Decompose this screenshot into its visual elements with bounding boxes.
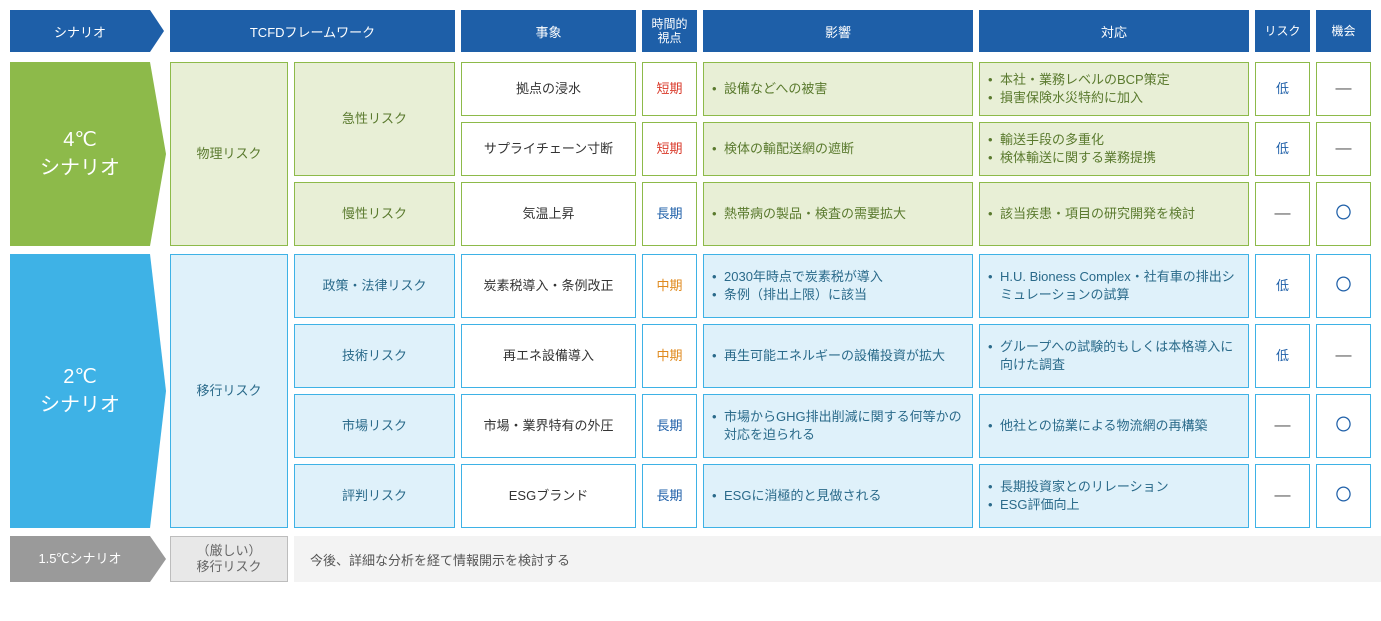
hdr-time: 時間的 視点 (642, 10, 697, 52)
scenario-4c: 4℃ シナリオ 物理リスク 急性リスク 慢性リスク 拠点の浸水 サプライチェーン… (10, 62, 1381, 246)
event-press: 市場・業界特有の外圧 (461, 394, 636, 458)
impact-carbon-a: 2030年時点で炭素税が導入 (712, 268, 964, 286)
response-esg: 長期投資家とのリレーションESG評価向上 (979, 464, 1249, 528)
risk-esg: — (1255, 464, 1310, 528)
hdr-tcfd: TCFDフレームワーク (170, 10, 455, 52)
tcfd-chronic: 慢性リスク (294, 182, 455, 246)
hdr-event: 事象 (461, 10, 636, 52)
scenario-2c-label: 2℃ シナリオ (10, 254, 150, 528)
time-flood: 短期 (642, 62, 697, 116)
scenario-2c-text: シナリオ (40, 391, 120, 419)
scenario-1-5c-label: 1.5℃シナリオ (10, 536, 150, 582)
impact-esg-item: ESGに消極的と見做される (712, 487, 964, 505)
scenario-2c-temp: 2℃ (63, 363, 97, 391)
response-supply: 輸送手段の多重化検体輸送に関する業務提携 (979, 122, 1249, 176)
opp-flood: — (1316, 62, 1371, 116)
tcfd-tech: 技術リスク (294, 324, 455, 388)
tcfd-transition: 移行リスク (170, 254, 288, 528)
opp-warming: 〇 (1316, 182, 1371, 246)
tcfd-transition-strict: （厳しい） 移行リスク (170, 536, 288, 582)
impact-carbon-b: 条例（排出上限）に該当 (712, 286, 964, 304)
impact-renew-item: 再生可能エネルギーの設備投資が拡大 (712, 347, 964, 365)
risk-flood: 低 (1255, 62, 1310, 116)
event-carbon: 炭素税導入・条例改正 (461, 254, 636, 318)
impact-press: 市場からGHG排出削減に関する何等かの対応を迫られる (703, 394, 973, 458)
scenario-2c: 2℃ シナリオ 移行リスク 政策・法律リスク 技術リスク 市場リスク 評判リスク… (10, 254, 1381, 528)
risk-press: — (1255, 394, 1310, 458)
impact-carbon: 2030年時点で炭素税が導入条例（排出上限）に該当 (703, 254, 973, 318)
time-carbon: 中期 (642, 254, 697, 318)
time-press: 長期 (642, 394, 697, 458)
response-warming: 該当疾患・項目の研究開発を検討 (979, 182, 1249, 246)
impact-esg: ESGに消極的と見做される (703, 464, 973, 528)
tcfd-transition-strict-b: 移行リスク (196, 559, 261, 575)
response-flood: 本社・業務レベルのBCP策定損害保険水災特約に加入 (979, 62, 1249, 116)
event-renew: 再エネ設備導入 (461, 324, 636, 388)
scenario-1-5c: 1.5℃シナリオ （厳しい） 移行リスク 今後、詳細な分析を経て情報開示を検討す… (10, 536, 1381, 582)
impact-flood: 設備などへの被害 (703, 62, 973, 116)
hdr-response: 対応 (979, 10, 1249, 52)
time-renew: 中期 (642, 324, 697, 388)
tcfd-scenario-table: シナリオ TCFDフレームワーク 事象 時間的 視点 影響 対応 リスク 機会 … (10, 10, 1381, 582)
hdr-risk: リスク (1255, 10, 1310, 52)
risk-supply: 低 (1255, 122, 1310, 176)
scenario-4c-temp: 4℃ (63, 126, 97, 154)
response-renew: グループへの試験的もしくは本格導入に向けた調査 (979, 324, 1249, 388)
hdr-impact: 影響 (703, 10, 973, 52)
opp-carbon: 〇 (1316, 254, 1371, 318)
event-flood: 拠点の浸水 (461, 62, 636, 116)
impact-warming: 熱帯病の製品・検査の需要拡大 (703, 182, 973, 246)
event-esg: ESGブランド (461, 464, 636, 528)
opp-press: 〇 (1316, 394, 1371, 458)
risk-renew: 低 (1255, 324, 1310, 388)
response-supply-b: 検体輸送に関する業務提携 (988, 149, 1240, 167)
event-supply: サプライチェーン寸断 (461, 122, 636, 176)
header-row: シナリオ TCFDフレームワーク 事象 時間的 視点 影響 対応 リスク 機会 (10, 10, 1381, 52)
time-esg: 長期 (642, 464, 697, 528)
tcfd-transition-strict-a: （厳しい） (196, 543, 261, 559)
impact-renew: 再生可能エネルギーの設備投資が拡大 (703, 324, 973, 388)
time-supply: 短期 (642, 122, 697, 176)
impact-supply-item: 検体の輸配送網の遮断 (712, 140, 964, 158)
response-warming-item: 該当疾患・項目の研究開発を検討 (988, 205, 1240, 223)
response-renew-item: グループへの試験的もしくは本格導入に向けた調査 (988, 338, 1240, 374)
impact-warming-item: 熱帯病の製品・検査の需要拡大 (712, 205, 964, 223)
response-flood-a: 本社・業務レベルのBCP策定 (988, 71, 1240, 89)
opp-supply: — (1316, 122, 1371, 176)
impact-flood-item: 設備などへの被害 (712, 80, 964, 98)
opp-esg: 〇 (1316, 464, 1371, 528)
impact-supply: 検体の輸配送網の遮断 (703, 122, 973, 176)
response-press: 他社との協業による物流網の再構築 (979, 394, 1249, 458)
tcfd-acute: 急性リスク (294, 62, 455, 176)
hdr-opportunity: 機会 (1316, 10, 1371, 52)
time-warming: 長期 (642, 182, 697, 246)
response-carbon-item: H.U. Bioness Complex・社有車の排出シミュレーションの試算 (988, 268, 1240, 304)
hdr-scenario: シナリオ (10, 10, 150, 52)
impact-press-item: 市場からGHG排出削減に関する何等かの対応を迫られる (712, 408, 964, 444)
response-carbon: H.U. Bioness Complex・社有車の排出シミュレーションの試算 (979, 254, 1249, 318)
tcfd-policy: 政策・法律リスク (294, 254, 455, 318)
tcfd-reputation: 評判リスク (294, 464, 455, 528)
tcfd-physical: 物理リスク (170, 62, 288, 246)
response-esg-a: 長期投資家とのリレーション (988, 478, 1240, 496)
opp-renew: — (1316, 324, 1371, 388)
response-esg-b: ESG評価向上 (988, 496, 1240, 514)
event-warming: 気温上昇 (461, 182, 636, 246)
response-supply-a: 輸送手段の多重化 (988, 131, 1240, 149)
scenario-4c-text: シナリオ (40, 154, 120, 182)
response-flood-b: 損害保険水災特約に加入 (988, 89, 1240, 107)
tcfd-market: 市場リスク (294, 394, 455, 458)
response-press-item: 他社との協業による物流網の再構築 (988, 417, 1240, 435)
scenario-4c-label: 4℃ シナリオ (10, 62, 150, 246)
risk-warming: — (1255, 182, 1310, 246)
note-text: 今後、詳細な分析を経て情報開示を検討する (294, 536, 1381, 582)
risk-carbon: 低 (1255, 254, 1310, 318)
